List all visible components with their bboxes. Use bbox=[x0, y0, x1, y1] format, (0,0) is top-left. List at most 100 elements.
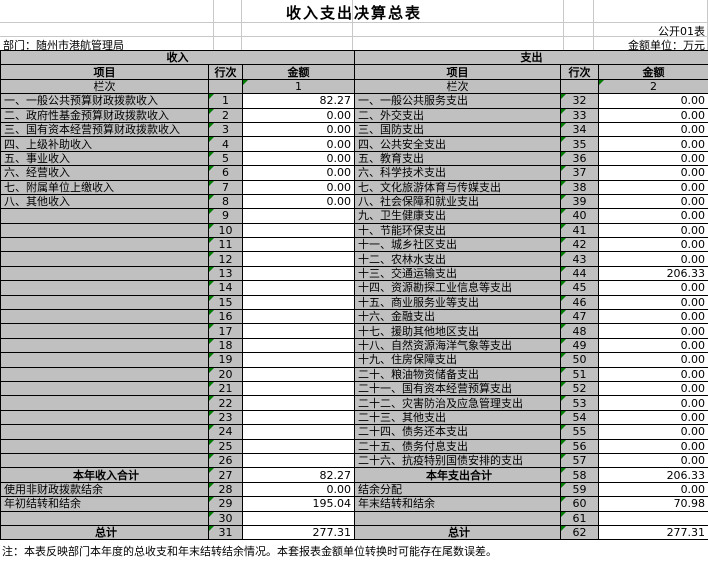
item-label-cell: 十一、城乡社区支出 bbox=[354, 237, 562, 253]
report-header: 收入支出决算总表 公开01表 部门：随州市港航管理局 金额单位：万元 bbox=[0, 0, 708, 52]
lanci-empty-cell bbox=[208, 78, 243, 95]
line-number-cell: 19 bbox=[208, 352, 243, 368]
line-number-cell: 12 bbox=[208, 251, 243, 267]
table-row: 61 bbox=[354, 510, 708, 526]
line-number-cell: 14 bbox=[208, 280, 243, 296]
table-row: 25 bbox=[0, 438, 356, 454]
line-number-cell: 43 bbox=[560, 251, 600, 267]
item-label-cell: 年初结转和结余 bbox=[0, 496, 209, 512]
amount-cell: 0.00 bbox=[241, 107, 356, 123]
amount-cell: 0.00 bbox=[598, 409, 708, 426]
item-label-cell bbox=[0, 208, 209, 224]
amount-cell: 0.00 bbox=[241, 481, 356, 498]
line-number-cell: 32 bbox=[560, 93, 600, 109]
amount-cell bbox=[241, 265, 356, 282]
item-label-cell: 八、社会保障和就业支出 bbox=[354, 193, 562, 210]
item-label-cell bbox=[354, 510, 562, 526]
amount-cell bbox=[241, 424, 356, 440]
table-row: 八、其他收入 8 0.00 bbox=[0, 193, 356, 210]
amount-cell bbox=[241, 438, 356, 454]
amount-cell: 206.33 bbox=[598, 467, 708, 483]
item-label-cell: 本年收入合计 bbox=[0, 467, 209, 483]
item-label-cell: 十、节能环保支出 bbox=[354, 222, 562, 239]
line-number-cell: 35 bbox=[560, 136, 600, 152]
table-row: 二十三、其他支出 54 0.00 bbox=[354, 409, 708, 426]
amount-cell: 206.33 bbox=[598, 265, 708, 282]
table-row: 23 bbox=[0, 409, 356, 426]
amount-header: 金额 bbox=[598, 64, 708, 80]
line-number-cell: 5 bbox=[208, 150, 243, 167]
item-label-cell bbox=[0, 395, 209, 411]
line-number-cell: 25 bbox=[208, 438, 243, 454]
item-label-cell: 二十三、其他支出 bbox=[354, 409, 562, 426]
item-label-cell: 三、国防支出 bbox=[354, 121, 562, 138]
line-number-cell: 3 bbox=[208, 121, 243, 138]
amount-cell: 0.00 bbox=[598, 251, 708, 267]
amount-cell: 82.27 bbox=[241, 93, 356, 109]
item-label-cell: 十二、农林水支出 bbox=[354, 251, 562, 267]
item-label-cell bbox=[0, 309, 209, 325]
table-row: 9 bbox=[0, 208, 356, 224]
item-label-cell: 二十五、债务付息支出 bbox=[354, 438, 562, 454]
table-row: 十四、资源勘探工业信息等支出 45 0.00 bbox=[354, 280, 708, 296]
item-label-cell bbox=[0, 222, 209, 239]
table-row: 年初结转和结余 29 195.04 bbox=[0, 496, 356, 512]
amount-cell bbox=[241, 366, 356, 382]
table-row: 十九、住房保障支出 50 0.00 bbox=[354, 352, 708, 368]
amount-cell: 0.00 bbox=[241, 165, 356, 181]
line-number-cell: 48 bbox=[560, 323, 600, 339]
amount-cell: 0.00 bbox=[598, 121, 708, 138]
item-label-cell: 六、经营收入 bbox=[0, 165, 209, 181]
item-label-cell: 二十四、债务还本支出 bbox=[354, 424, 562, 440]
line-number-cell: 8 bbox=[208, 193, 243, 210]
column-index-row: 栏次 2 bbox=[354, 78, 708, 95]
item-label-cell: 六、科学技术支出 bbox=[354, 165, 562, 181]
table-row: 本年支出合计 58 206.33 bbox=[354, 467, 708, 483]
line-number-cell: 15 bbox=[208, 294, 243, 311]
item-label-cell bbox=[0, 438, 209, 454]
table-row: 五、教育支出 36 0.00 bbox=[354, 150, 708, 167]
table-row: 总计 31 277.31 bbox=[0, 524, 356, 541]
table-row: 15 bbox=[0, 294, 356, 311]
item-label-cell bbox=[0, 352, 209, 368]
income-column-number: 1 bbox=[241, 78, 356, 95]
item-label-cell: 二十、粮油物资储备支出 bbox=[354, 366, 562, 382]
amount-cell: 0.00 bbox=[598, 165, 708, 181]
gridline bbox=[593, 0, 594, 50]
amount-cell: 0.00 bbox=[598, 179, 708, 195]
table-row: 十七、援助其他地区支出 48 0.00 bbox=[354, 323, 708, 339]
amount-cell bbox=[241, 280, 356, 296]
table-row: 二十五、债务付息支出 56 0.00 bbox=[354, 438, 708, 454]
amount-cell: 0.00 bbox=[241, 193, 356, 210]
gridline bbox=[0, 36, 708, 37]
item-label-cell bbox=[0, 237, 209, 253]
table-row: 七、附属单位上缴收入 7 0.00 bbox=[0, 179, 356, 195]
line-number-cell: 23 bbox=[208, 409, 243, 426]
line-number-cell: 17 bbox=[208, 323, 243, 339]
item-label-cell bbox=[0, 251, 209, 267]
amount-cell bbox=[598, 510, 708, 526]
table-row: 五、事业收入 5 0.00 bbox=[0, 150, 356, 167]
item-label-cell: 九、卫生健康支出 bbox=[354, 208, 562, 224]
line-number-cell: 36 bbox=[560, 150, 600, 167]
table-row: 年末结转和结余 60 70.98 bbox=[354, 496, 708, 512]
line-number-cell: 46 bbox=[560, 294, 600, 311]
table-row: 四、公共安全支出 35 0.00 bbox=[354, 136, 708, 152]
item-label-cell: 五、教育支出 bbox=[354, 150, 562, 167]
table-row: 10 bbox=[0, 222, 356, 239]
amount-cell: 0.00 bbox=[598, 280, 708, 296]
line-number-cell: 18 bbox=[208, 337, 243, 354]
amount-cell: 277.31 bbox=[241, 524, 356, 541]
line-number-cell: 10 bbox=[208, 222, 243, 239]
amount-cell: 195.04 bbox=[241, 496, 356, 512]
amount-cell: 0.00 bbox=[598, 424, 708, 440]
table-row: 14 bbox=[0, 280, 356, 296]
table-row: 二十二、灾害防治及应急管理支出 53 0.00 bbox=[354, 395, 708, 411]
item-header: 项目 bbox=[354, 64, 562, 80]
item-label-cell: 十六、金融支出 bbox=[354, 309, 562, 325]
item-label-cell: 总计 bbox=[0, 524, 209, 541]
item-label-cell: 五、事业收入 bbox=[0, 150, 209, 167]
line-number-cell: 47 bbox=[560, 309, 600, 325]
line-number-cell: 31 bbox=[208, 524, 243, 541]
item-label-cell bbox=[0, 337, 209, 354]
